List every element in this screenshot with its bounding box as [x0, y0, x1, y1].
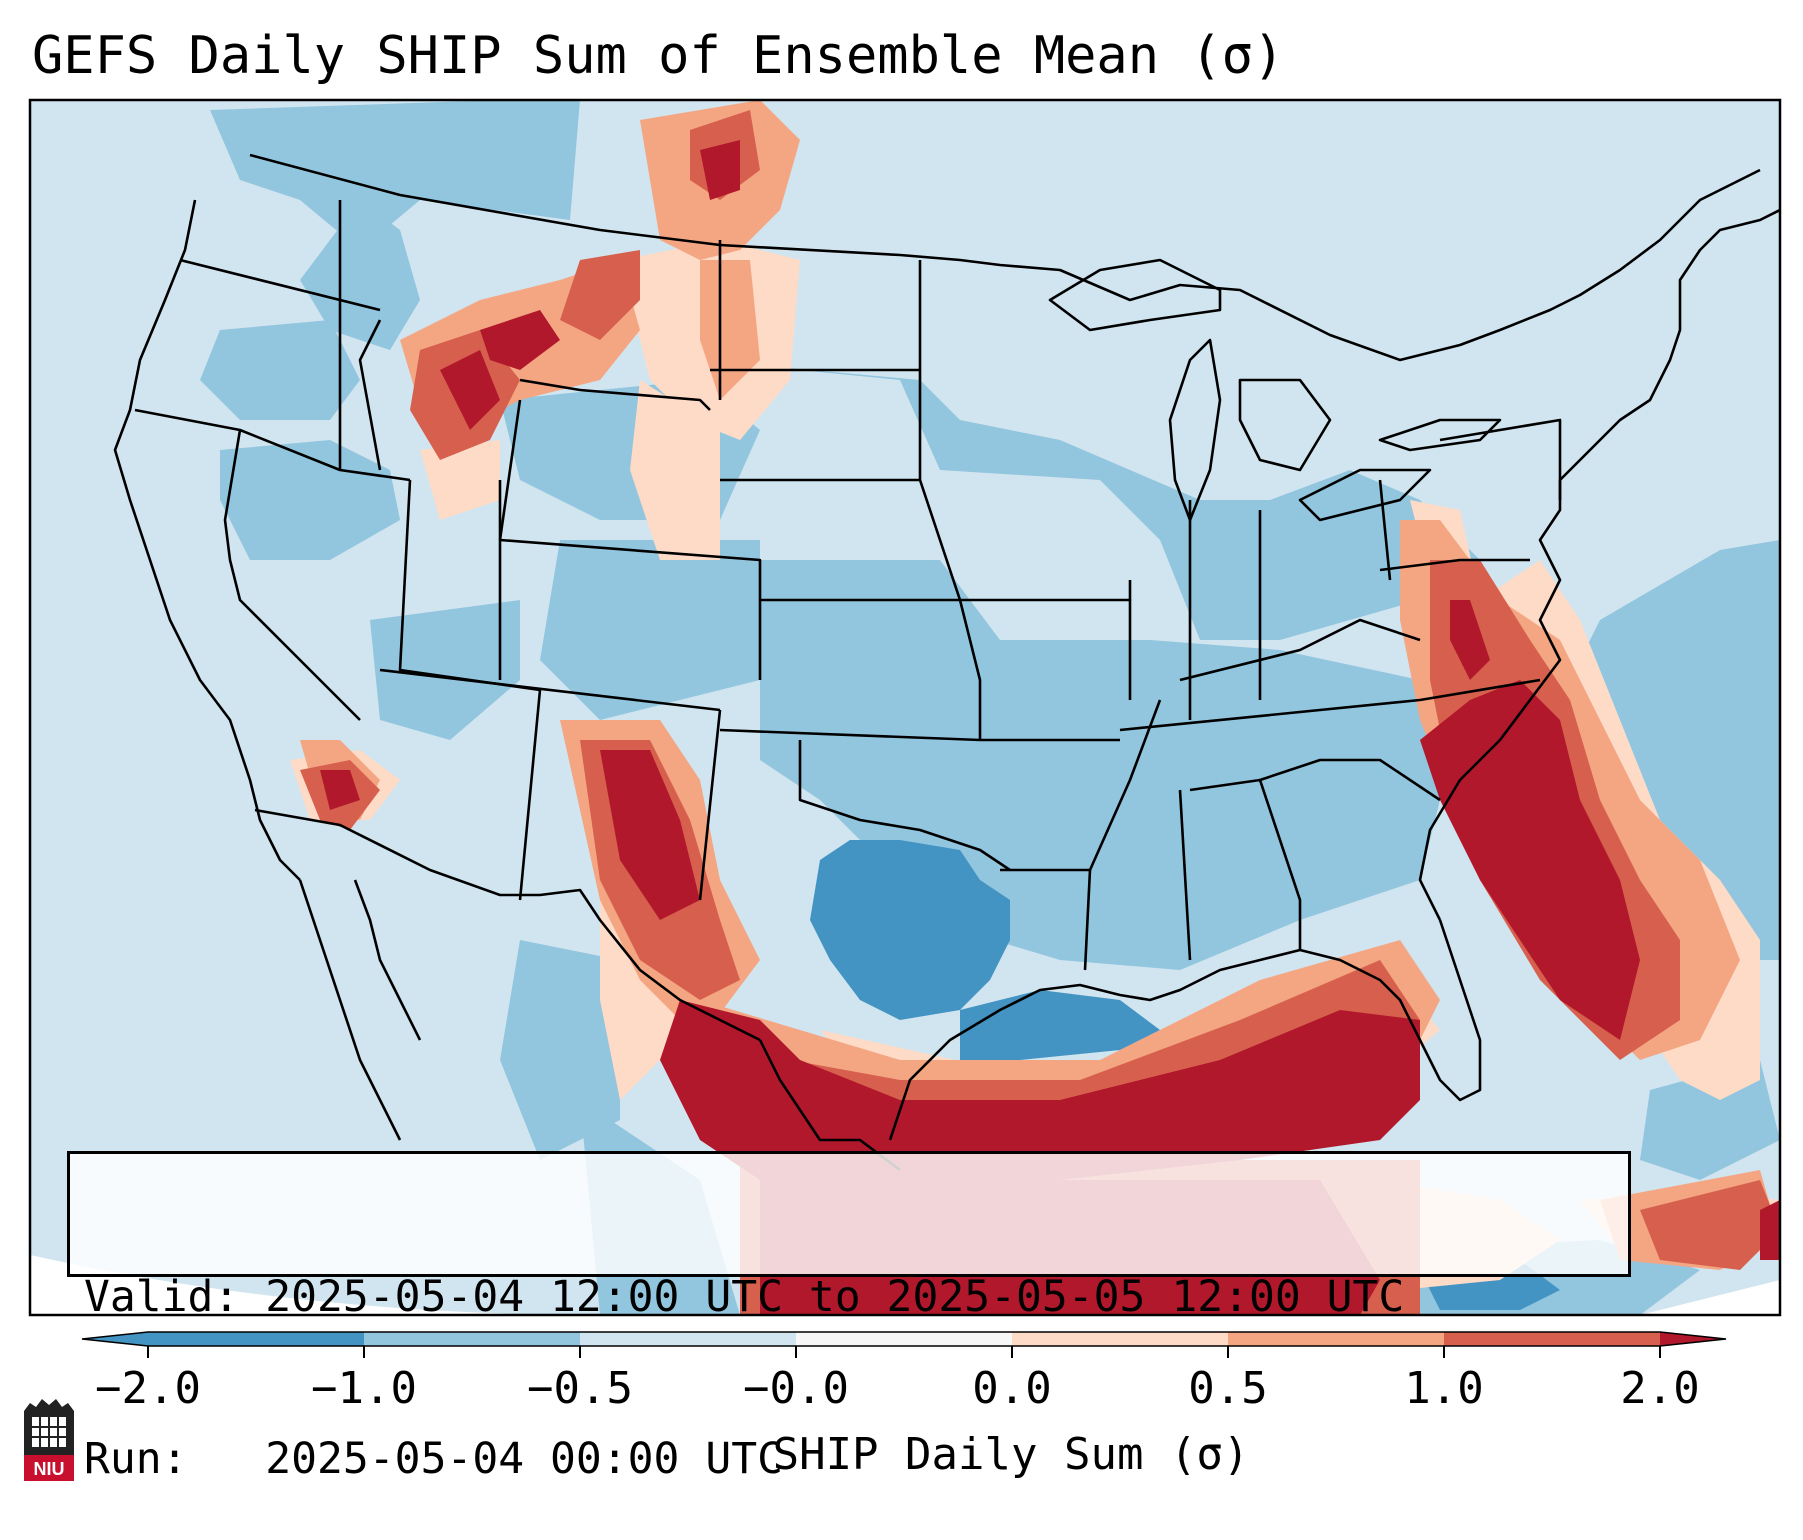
valid-run-info-box: Valid: 2025-05-04 12:00 UTC to 2025-05-0… — [67, 1151, 1631, 1484]
colorbar-segment — [1444, 1332, 1660, 1346]
colorbar-tick-label: 0.0 — [972, 1363, 1052, 1414]
colorbar-tick-label: −0.5 — [527, 1363, 633, 1414]
projection-edge-southeast — [1640, 1280, 1780, 1315]
run-line: Run: 2025-05-04 00:00 UTC — [84, 1432, 1614, 1486]
colorbar-segment — [796, 1332, 1012, 1346]
projection-edge-southwest — [30, 1255, 600, 1315]
colorbar-segment — [1228, 1332, 1444, 1346]
map-title: GEFS Daily SHIP Sum of Ensemble Mean (σ) — [32, 26, 1285, 86]
colorbar-tick-label: 2.0 — [1620, 1363, 1700, 1414]
colorbar-extend-low — [82, 1332, 148, 1346]
colorbar-tick-label: 0.5 — [1188, 1363, 1268, 1414]
colorbar-segment — [364, 1332, 580, 1346]
coastlines-and-borders — [113, 153, 1780, 1172]
run-label: Run: — [84, 1434, 188, 1484]
valid-label: Valid: — [84, 1272, 240, 1322]
niu-logo-text: NIU — [34, 1459, 65, 1479]
map-panel — [30, 100, 1780, 1315]
colorbar-tick-label: −0.0 — [743, 1363, 849, 1414]
colorbar-tick-label: −2.0 — [95, 1363, 201, 1414]
colorbar-extend-high — [1660, 1332, 1726, 1346]
colorbar-tick-label: 1.0 — [1404, 1363, 1484, 1414]
colorbar-segment — [148, 1332, 364, 1346]
valid-time-range: 2025-05-04 12:00 UTC to 2025-05-05 12:00… — [265, 1272, 1405, 1322]
colorbar-tick-label: −1.0 — [311, 1363, 417, 1414]
valid-line: Valid: 2025-05-04 12:00 UTC to 2025-05-0… — [84, 1270, 1614, 1324]
colorbar-segment — [580, 1332, 796, 1346]
map-frame — [28, 98, 1782, 1317]
run-time: 2025-05-04 00:00 UTC — [265, 1434, 783, 1484]
colorbar-segment — [1012, 1332, 1228, 1346]
niu-logo: NIU — [24, 1399, 74, 1481]
colorbar — [81, 1331, 1727, 1358]
map-figure — [28, 98, 1782, 1358]
colorbar-label: SHIP Daily Sum (σ) — [772, 1429, 1250, 1480]
